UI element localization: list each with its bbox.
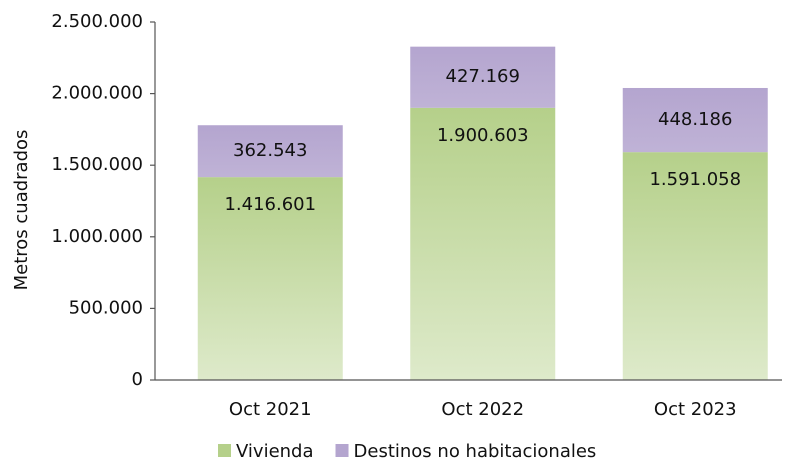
value-label: 1.900.603 (437, 125, 529, 146)
y-tick-label: 2.000.000 (51, 83, 143, 104)
value-label: 1.416.601 (224, 194, 316, 215)
value-label: 362.543 (233, 140, 307, 161)
x-tick-label: Oct 2022 (441, 399, 524, 420)
bar-segment (410, 46, 556, 108)
y-tick-label: 0 (132, 369, 143, 390)
bar-segment (197, 125, 343, 178)
y-tick-label: 1.500.000 (51, 154, 143, 175)
legend-label: Vivienda (236, 441, 314, 462)
y-tick-label: 2.500.000 (51, 11, 143, 32)
y-axis-label: Metros cuadrados (11, 130, 32, 291)
bar-segment (197, 177, 343, 380)
value-label: 1.591.058 (649, 169, 741, 190)
bar-segment (410, 107, 556, 380)
value-label: 448.186 (658, 109, 732, 130)
y-tick-label: 500.000 (69, 297, 143, 318)
bar-segment (622, 152, 768, 380)
legend-swatch (218, 444, 231, 457)
legend-swatch (335, 444, 349, 457)
y-tick-label: 1.000.000 (51, 226, 143, 247)
bar-segment (622, 87, 768, 153)
value-label: 427.169 (446, 66, 520, 87)
x-tick-label: Oct 2023 (654, 399, 737, 420)
legend-label: Destinos no habitacionales (354, 441, 597, 462)
x-tick-label: Oct 2021 (229, 399, 312, 420)
